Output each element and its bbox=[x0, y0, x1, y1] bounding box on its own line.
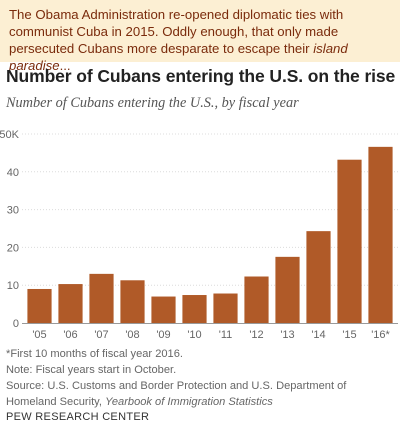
y-tick-label: 30 bbox=[7, 205, 19, 217]
bar-chart: 0 10 20 30 40 50K '05 '06 '07 '08 '09 '10 '11 '12 '13… bbox=[0, 129, 398, 341]
bar bbox=[275, 256, 300, 323]
banner-text-italic: island paradise bbox=[9, 41, 348, 73]
source: Source: U.S. Customs and Border Protecti… bbox=[6, 378, 396, 410]
bar bbox=[368, 146, 393, 323]
bar bbox=[213, 293, 238, 323]
chart-notes: *First 10 months of fiscal year 2016. No… bbox=[6, 346, 396, 410]
banner-text-main: The Obama Administration re-opened diplo… bbox=[9, 7, 344, 56]
note: Note: Fiscal years start in October. bbox=[6, 364, 177, 376]
banner-text-end: ... bbox=[59, 58, 71, 73]
y-tick-label: 20 bbox=[7, 242, 19, 254]
x-tick-label: '07 bbox=[94, 329, 108, 341]
x-tick-label: '11 bbox=[219, 329, 233, 341]
source-publication: Yearbook of Immigration Statistics bbox=[105, 396, 273, 408]
x-tick-label: '16* bbox=[371, 329, 390, 341]
bars bbox=[27, 146, 393, 323]
bar bbox=[58, 284, 83, 323]
bar bbox=[306, 231, 331, 323]
x-tick-label: '14 bbox=[311, 329, 325, 341]
y-tick-label: 10 bbox=[7, 280, 19, 292]
x-tick-label: '09 bbox=[156, 329, 170, 341]
y-tick-label: 40 bbox=[7, 167, 19, 179]
bar bbox=[182, 295, 207, 323]
source-text: Source: U.S. Customs and Border Protecti… bbox=[6, 380, 347, 408]
y-axis-ticks: 0 10 20 30 40 50K bbox=[0, 129, 20, 330]
chart-subtitle: Number of Cubans entering the U.S., by f… bbox=[6, 95, 299, 111]
x-tick-label: '06 bbox=[63, 329, 77, 341]
bar bbox=[120, 280, 145, 323]
y-tick-label: 50K bbox=[0, 129, 20, 141]
x-axis-ticks: '05 '06 '07 '08 '09 '10 '11 '12 '13 '14 '15 '16* bbox=[32, 329, 390, 341]
bar bbox=[151, 296, 176, 323]
x-tick-label: '10 bbox=[187, 329, 201, 341]
bar bbox=[27, 288, 52, 323]
y-tick-label: 0 bbox=[13, 318, 19, 330]
footnote: *First 10 months of fiscal year 2016. bbox=[6, 348, 183, 360]
x-tick-label: '15 bbox=[342, 329, 356, 341]
x-tick-label: '12 bbox=[249, 329, 263, 341]
banner-text: The Obama Administration re-opened diplo… bbox=[9, 6, 392, 74]
x-tick-label: '05 bbox=[32, 329, 46, 341]
bar bbox=[337, 159, 362, 323]
bar bbox=[89, 273, 114, 323]
x-tick-label: '13 bbox=[280, 329, 294, 341]
credit: PEW RESEARCH CENTER bbox=[6, 411, 150, 423]
x-tick-label: '08 bbox=[125, 329, 139, 341]
annotation-banner: The Obama Administration re-opened diplo… bbox=[0, 0, 400, 73]
bar bbox=[244, 276, 269, 323]
chart-title: Number of Cubans entering the U.S. on th… bbox=[6, 66, 396, 86]
